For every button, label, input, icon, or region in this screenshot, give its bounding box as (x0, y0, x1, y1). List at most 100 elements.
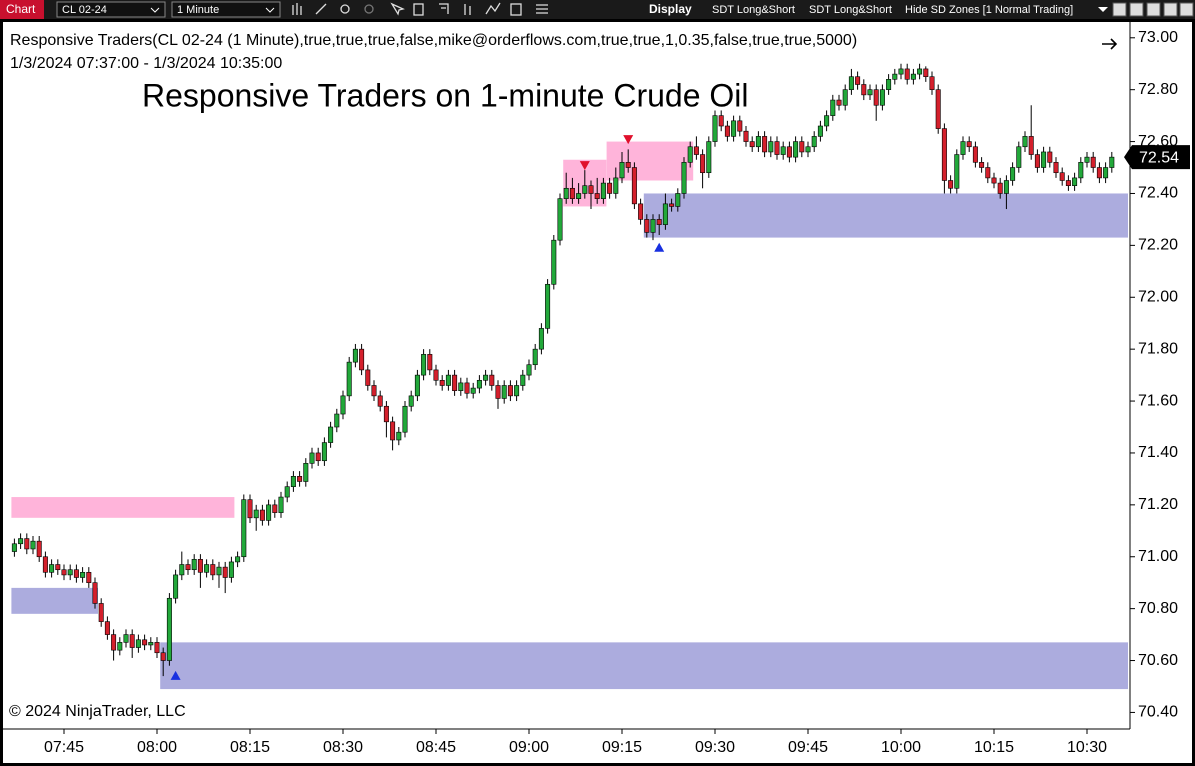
candle-body (1010, 167, 1016, 181)
candle-body (644, 219, 650, 233)
candle-body (272, 504, 278, 513)
x-tick-label: 10:00 (881, 739, 921, 756)
candle-body (588, 185, 594, 194)
menu-arrow[interactable] (1098, 7, 1108, 12)
candle-body (861, 84, 867, 96)
candle-body (1065, 180, 1071, 186)
last-price-box (1124, 145, 1190, 170)
candle-body (284, 486, 290, 498)
candle-body (501, 385, 507, 399)
candle-body (408, 395, 414, 407)
display-label[interactable]: Display (649, 2, 692, 16)
candle-body (470, 387, 476, 394)
candle-body (693, 146, 699, 155)
candle-body (830, 99, 836, 116)
y-tick-label: 72.80 (1138, 81, 1178, 98)
x-tick-label: 10:15 (974, 739, 1014, 756)
y-tick-label: 73.00 (1138, 29, 1178, 46)
copyright: © 2024 NinjaTrader, LLC (9, 703, 186, 720)
toolbar-button[interactable]: SDT Long&Short (712, 4, 795, 16)
toolbar-button[interactable]: SDT Long&Short (809, 4, 892, 16)
candle-body (315, 452, 321, 462)
candle-body (92, 582, 98, 604)
interval-label[interactable]: 1 Minute (177, 4, 219, 16)
candle-body (960, 141, 966, 155)
candle-body (805, 146, 811, 153)
candle-body (638, 203, 644, 220)
candle-body (613, 177, 619, 194)
candle-body (222, 566, 228, 578)
candle-body (185, 564, 191, 571)
candle-body (1090, 156, 1096, 168)
interval-select[interactable] (171, 1, 281, 18)
candle-body (545, 283, 551, 329)
candle-body (365, 369, 371, 386)
candle-body (253, 509, 259, 519)
instrument-select[interactable] (56, 1, 166, 18)
toolbar-button[interactable]: Hide SD Zones [1 Normal Trading] (905, 4, 1073, 16)
candle-body (985, 167, 991, 179)
toolbar-icons[interactable] (292, 2, 548, 16)
signal-marker (170, 670, 181, 680)
candle-body (762, 136, 768, 153)
candle-body (520, 374, 526, 386)
window-buttons[interactable] (1112, 2, 1194, 17)
candle-body (768, 141, 774, 153)
candle-body (414, 374, 420, 397)
plot-area (11, 63, 1128, 690)
candle-body (873, 89, 879, 106)
candle-body (421, 354, 427, 376)
candle-body (86, 572, 92, 583)
candle-body (117, 642, 123, 651)
candle-body (848, 76, 854, 90)
candle-body (712, 115, 718, 142)
sd-zone (643, 193, 1128, 238)
candle-body (433, 369, 439, 381)
candle-body (600, 182, 606, 199)
candle-body (972, 146, 978, 163)
sd-zone (160, 642, 1128, 690)
candle-body (582, 185, 588, 194)
candle-body (476, 379, 482, 389)
candle-body (30, 540, 36, 550)
candle-body (755, 136, 761, 148)
candle-body (904, 68, 910, 80)
candle-body (731, 120, 737, 137)
sd-zone (11, 587, 98, 614)
candle-body (191, 559, 197, 571)
candle-body (514, 385, 520, 397)
candle-body (216, 566, 222, 576)
candle-body (675, 193, 681, 207)
candle-body (18, 538, 24, 545)
y-tick-label: 72.40 (1138, 185, 1178, 202)
instrument-label[interactable]: CL 02-24 (62, 4, 107, 16)
candle-body (842, 89, 848, 106)
signal-marker (623, 135, 634, 145)
y-tick-label: 71.00 (1138, 548, 1178, 565)
candle-body (737, 120, 743, 132)
scroll-arrow[interactable] (1102, 38, 1118, 50)
candle-body (61, 569, 67, 576)
y-tick-label: 70.80 (1138, 600, 1178, 617)
candle-body (489, 374, 495, 386)
candle-body (303, 463, 309, 482)
candle-body (718, 115, 724, 127)
candle-body (427, 354, 433, 371)
y-tick-label: 72.20 (1138, 237, 1178, 254)
candle-body (650, 219, 656, 233)
candle-body (576, 193, 582, 199)
candle-body (898, 68, 904, 75)
candle-body (1022, 136, 1028, 148)
chart-tab-label[interactable]: Chart (6, 2, 36, 16)
candle-body (1109, 156, 1115, 168)
candle-body (538, 328, 544, 350)
chart-tab[interactable] (0, 0, 44, 19)
candle-body (1078, 162, 1084, 179)
candle-body (507, 385, 513, 397)
x-tick-label: 09:30 (695, 739, 735, 756)
y-tick-label: 70.40 (1138, 704, 1178, 721)
y-tick-label: 71.60 (1138, 392, 1178, 409)
candle-body (123, 634, 129, 643)
candle-body (1103, 167, 1109, 179)
candle-body (346, 361, 352, 397)
